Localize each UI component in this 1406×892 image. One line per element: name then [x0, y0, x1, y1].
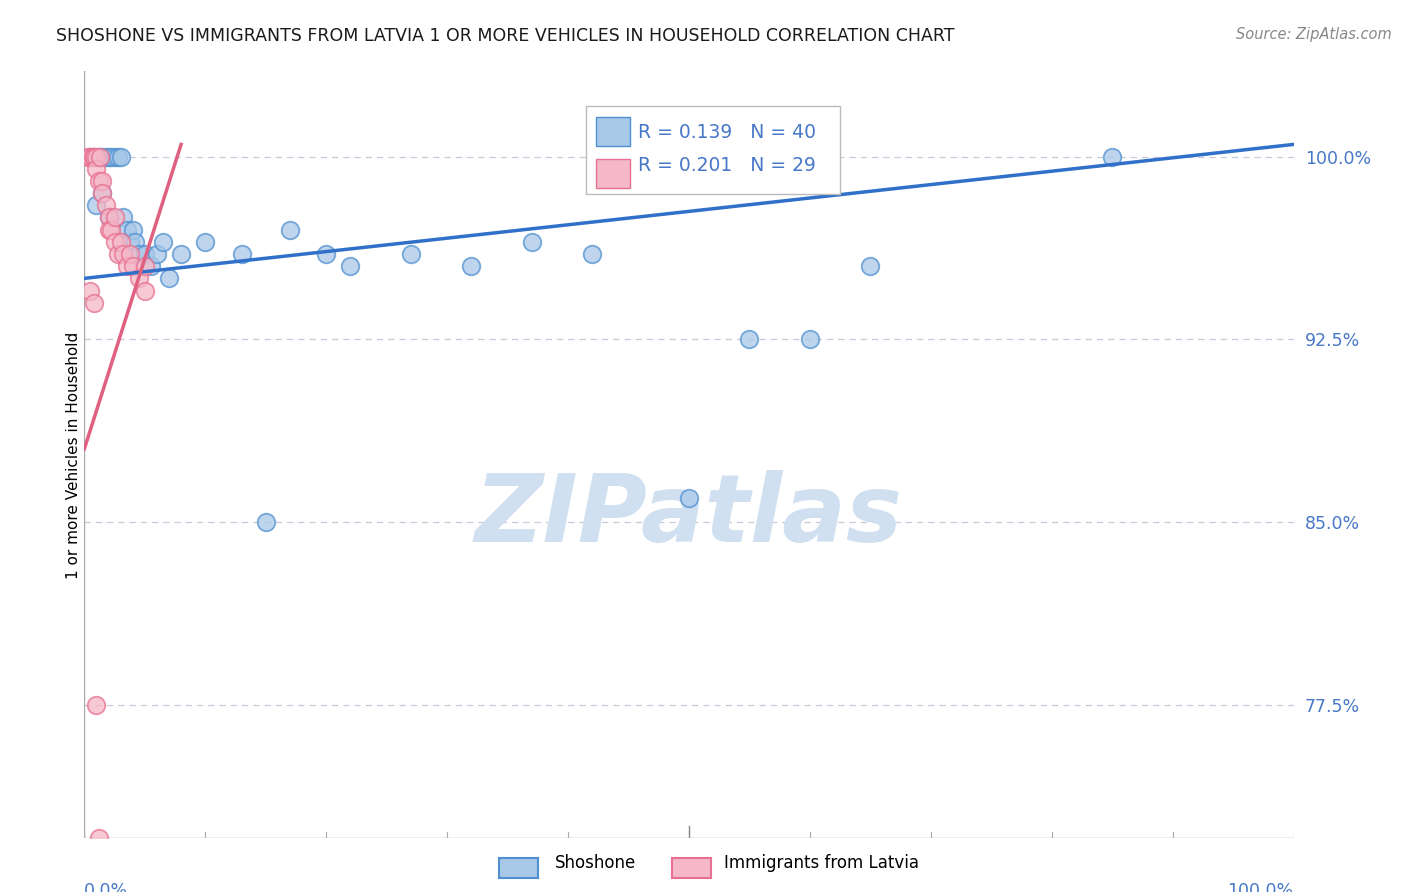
Point [339, 259, 361, 273]
Point [83, 150, 105, 164]
Point [79, 284, 101, 298]
Point [91, 174, 114, 188]
Point [104, 150, 127, 164]
Point [120, 247, 142, 261]
Point [859, 259, 882, 273]
Point [86, 698, 108, 712]
Point [157, 271, 180, 285]
Point [399, 247, 422, 261]
Point [94, 150, 117, 164]
Point [91, 186, 114, 201]
Point [581, 247, 603, 261]
Point [87, 831, 110, 846]
Point [110, 150, 132, 164]
Point [87, 150, 110, 164]
Point [112, 211, 135, 225]
Point [170, 247, 193, 261]
Point [146, 247, 169, 261]
Point [121, 222, 143, 236]
Point [86, 150, 108, 164]
Point [124, 235, 146, 249]
Point [128, 247, 150, 261]
Point [104, 211, 127, 225]
Point [86, 161, 108, 176]
Point [134, 247, 156, 261]
Point [79, 150, 101, 164]
FancyBboxPatch shape [586, 106, 841, 194]
Point [89, 150, 111, 164]
Point [278, 222, 301, 236]
Text: R = 0.139   N = 40: R = 0.139 N = 40 [638, 123, 815, 142]
Point [738, 332, 761, 346]
Point [86, 198, 108, 212]
Point [112, 247, 135, 261]
Text: R = 0.201   N = 29: R = 0.201 N = 29 [638, 156, 815, 175]
Point [91, 150, 114, 164]
Bar [596, 159, 630, 188]
Point [104, 235, 127, 249]
Point [254, 515, 277, 529]
Point [152, 235, 174, 249]
Point [100, 150, 122, 164]
Point [83, 150, 105, 164]
Point [120, 235, 142, 249]
Point [97, 211, 120, 225]
Point [87, 174, 110, 188]
Point [79, 150, 101, 164]
Point [678, 491, 700, 505]
Bar [596, 117, 630, 145]
Text: 100.0%: 100.0% [1227, 882, 1294, 892]
Point [520, 235, 543, 249]
Point [94, 198, 117, 212]
Point [134, 284, 156, 298]
Point [460, 259, 482, 273]
Point [115, 259, 138, 273]
Point [100, 222, 122, 236]
Point [91, 186, 114, 201]
Point [82, 150, 104, 164]
Point [110, 235, 132, 249]
Text: Source: ZipAtlas.com: Source: ZipAtlas.com [1236, 27, 1392, 42]
Point [194, 235, 217, 249]
Point [1101, 150, 1123, 164]
Point [231, 247, 253, 261]
Point [121, 259, 143, 273]
Point [139, 259, 162, 273]
Point [97, 211, 120, 225]
Y-axis label: 1 or more Vehicles in Household: 1 or more Vehicles in Household [66, 331, 80, 579]
Text: ZIPatlas: ZIPatlas [475, 470, 903, 562]
Point [115, 222, 138, 236]
Point [315, 247, 337, 261]
Point [107, 150, 129, 164]
Text: 0.0%: 0.0% [84, 882, 128, 892]
Text: Immigrants from Latvia: Immigrants from Latvia [724, 855, 920, 872]
Point [134, 259, 156, 273]
Point [97, 150, 120, 164]
Point [83, 295, 105, 310]
Point [799, 332, 821, 346]
Point [77, 150, 100, 164]
Point [107, 247, 129, 261]
Point [97, 222, 120, 236]
Text: SHOSHONE VS IMMIGRANTS FROM LATVIA 1 OR MORE VEHICLES IN HOUSEHOLD CORRELATION C: SHOSHONE VS IMMIGRANTS FROM LATVIA 1 OR … [56, 27, 955, 45]
Text: Shoshone: Shoshone [555, 855, 637, 872]
Point [128, 271, 150, 285]
